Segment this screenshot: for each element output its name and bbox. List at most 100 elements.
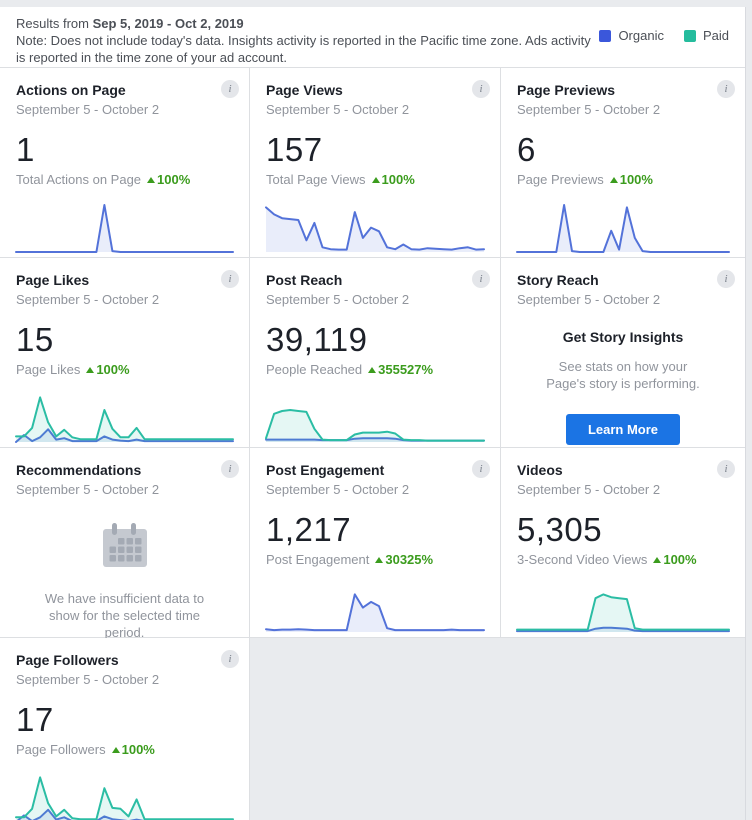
card-page-views[interactable]: i Page Views September 5 - October 2 157… [250,68,501,258]
card-title: Actions on Page [16,82,126,98]
insights-overview: Results from Sep 5, 2019 - Oct 2, 2019 N… [0,7,746,820]
increase-arrow-icon [147,177,156,183]
metric-delta: 100% [157,172,191,187]
increase-arrow-icon [368,367,377,373]
metric-value: 1 [16,131,35,168]
increase-arrow-icon [86,367,95,373]
card-date-range: September 5 - October 2 [16,672,160,687]
card-page-previews[interactable]: i Page Previews September 5 - October 2 … [501,68,745,258]
learn-more-button[interactable]: Learn More [565,414,681,445]
info-icon[interactable]: i [717,270,735,288]
sparkline-chart [516,593,730,633]
report-note: Note: Does not include today's data. Ins… [16,33,591,65]
metric-delta: 100% [381,172,415,187]
organic-swatch-icon [599,29,612,42]
metric-label: People Reached [266,362,363,377]
empty-grid-area [250,638,745,820]
metric-value: 15 [16,321,54,358]
card-date-range: September 5 - October 2 [517,102,661,117]
metric-meta: Page Followers 100% [16,742,233,757]
card-videos[interactable]: i Videos September 5 - October 2 5,305 3… [501,448,745,638]
card-page-followers[interactable]: i Page Followers September 5 - October 2… [0,638,250,820]
card-story-reach[interactable]: i Story Reach September 5 - October 2 Ge… [501,258,745,448]
metric-delta: 355527% [378,362,434,377]
card-title: Post Reach [266,272,343,288]
legend-label: Organic [618,28,664,43]
metric-delta: 100% [96,362,130,377]
metric-value: 157 [266,131,323,168]
metric-label: Page Followers [16,742,106,757]
metric-label: Page Likes [16,362,81,377]
metric-value: 1,217 [266,511,352,548]
increase-arrow-icon [111,747,120,753]
card-title: Page Previews [517,82,616,98]
card-page-likes[interactable]: i Page Likes September 5 - October 2 15 … [0,258,250,448]
chart-legend: Organic Paid [599,27,729,44]
results-line: Results from Sep 5, 2019 - Oct 2, 2019 [16,15,729,32]
sparkline-chart [516,204,730,253]
info-icon[interactable]: i [717,80,735,98]
card-title: Videos [517,462,563,478]
metric-value: 5,305 [517,511,603,548]
legend-label: Paid [702,28,729,43]
info-icon[interactable]: i [472,80,490,98]
info-icon[interactable]: i [472,270,490,288]
metric-delta: 100% [619,172,653,187]
card-title: Page Views [266,82,343,98]
info-icon[interactable]: i [221,460,239,478]
increase-arrow-icon [609,177,618,183]
metric-meta: Page Likes 100% [16,362,233,377]
card-date-range: September 5 - October 2 [16,292,160,307]
sparkline-chart [265,593,485,632]
sparkline-chart [265,409,485,442]
sparkline-chart [15,204,234,253]
card-post-reach[interactable]: i Post Reach September 5 - October 2 39,… [250,258,501,448]
results-prefix: Results from [16,16,93,31]
metric-meta: Total Actions on Page 100% [16,172,233,187]
calendar-icon [101,523,149,574]
legend-item-organic: Organic [599,27,664,44]
info-icon[interactable]: i [221,80,239,98]
metric-cards-grid: i Actions on Page September 5 - October … [0,68,745,820]
metric-meta: Page Previews 100% [517,172,729,187]
increase-arrow-icon [653,557,662,563]
sparkline-chart [15,776,234,820]
info-icon[interactable]: i [221,650,239,668]
card-title: Story Reach [517,272,599,288]
metric-value: 6 [517,131,536,168]
increase-arrow-icon [371,177,380,183]
metric-label: 3-Second Video Views [517,552,648,567]
paid-swatch-icon [683,29,696,42]
card-title: Post Engagement [266,462,385,478]
metric-meta: Total Page Views 100% [266,172,484,187]
increase-arrow-icon [375,557,384,563]
story-promo-heading: Get Story Insights [562,329,684,345]
legend-item-paid: Paid [683,27,729,44]
no-data-block: We have insufficient data to show for th… [16,497,233,641]
info-icon[interactable]: i [221,270,239,288]
metric-delta: 100% [663,552,697,567]
card-title: Page Followers [16,652,119,668]
metric-meta: Post Engagement 30325% [266,552,484,567]
info-icon[interactable]: i [717,460,735,478]
info-icon[interactable]: i [472,460,490,478]
metric-label: Total Page Views [266,172,366,187]
no-data-message: We have insufficient data to show for th… [44,591,205,640]
metric-delta: 100% [121,742,155,757]
sparkline-chart [265,206,485,252]
card-title: Page Likes [16,272,90,288]
card-date-range: September 5 - October 2 [266,292,410,307]
card-title: Recommendations [16,462,142,478]
report-date-range: Sep 5, 2019 - Oct 2, 2019 [92,16,244,31]
card-actions-on-page[interactable]: i Actions on Page September 5 - October … [0,68,250,258]
metric-label: Page Previews [517,172,604,187]
metric-meta: People Reached 355527% [266,362,484,377]
metric-label: Post Engagement [266,552,370,567]
story-insights-promo: Get Story Insights See stats on how your… [517,329,729,445]
card-date-range: September 5 - October 2 [266,102,410,117]
metric-delta: 30325% [385,552,434,567]
card-date-range: September 5 - October 2 [16,102,160,117]
report-header: Results from Sep 5, 2019 - Oct 2, 2019 N… [0,7,745,68]
card-recommendations[interactable]: i Recommendations September 5 - October … [0,448,250,641]
card-post-engagement[interactable]: i Post Engagement September 5 - October … [250,448,501,638]
